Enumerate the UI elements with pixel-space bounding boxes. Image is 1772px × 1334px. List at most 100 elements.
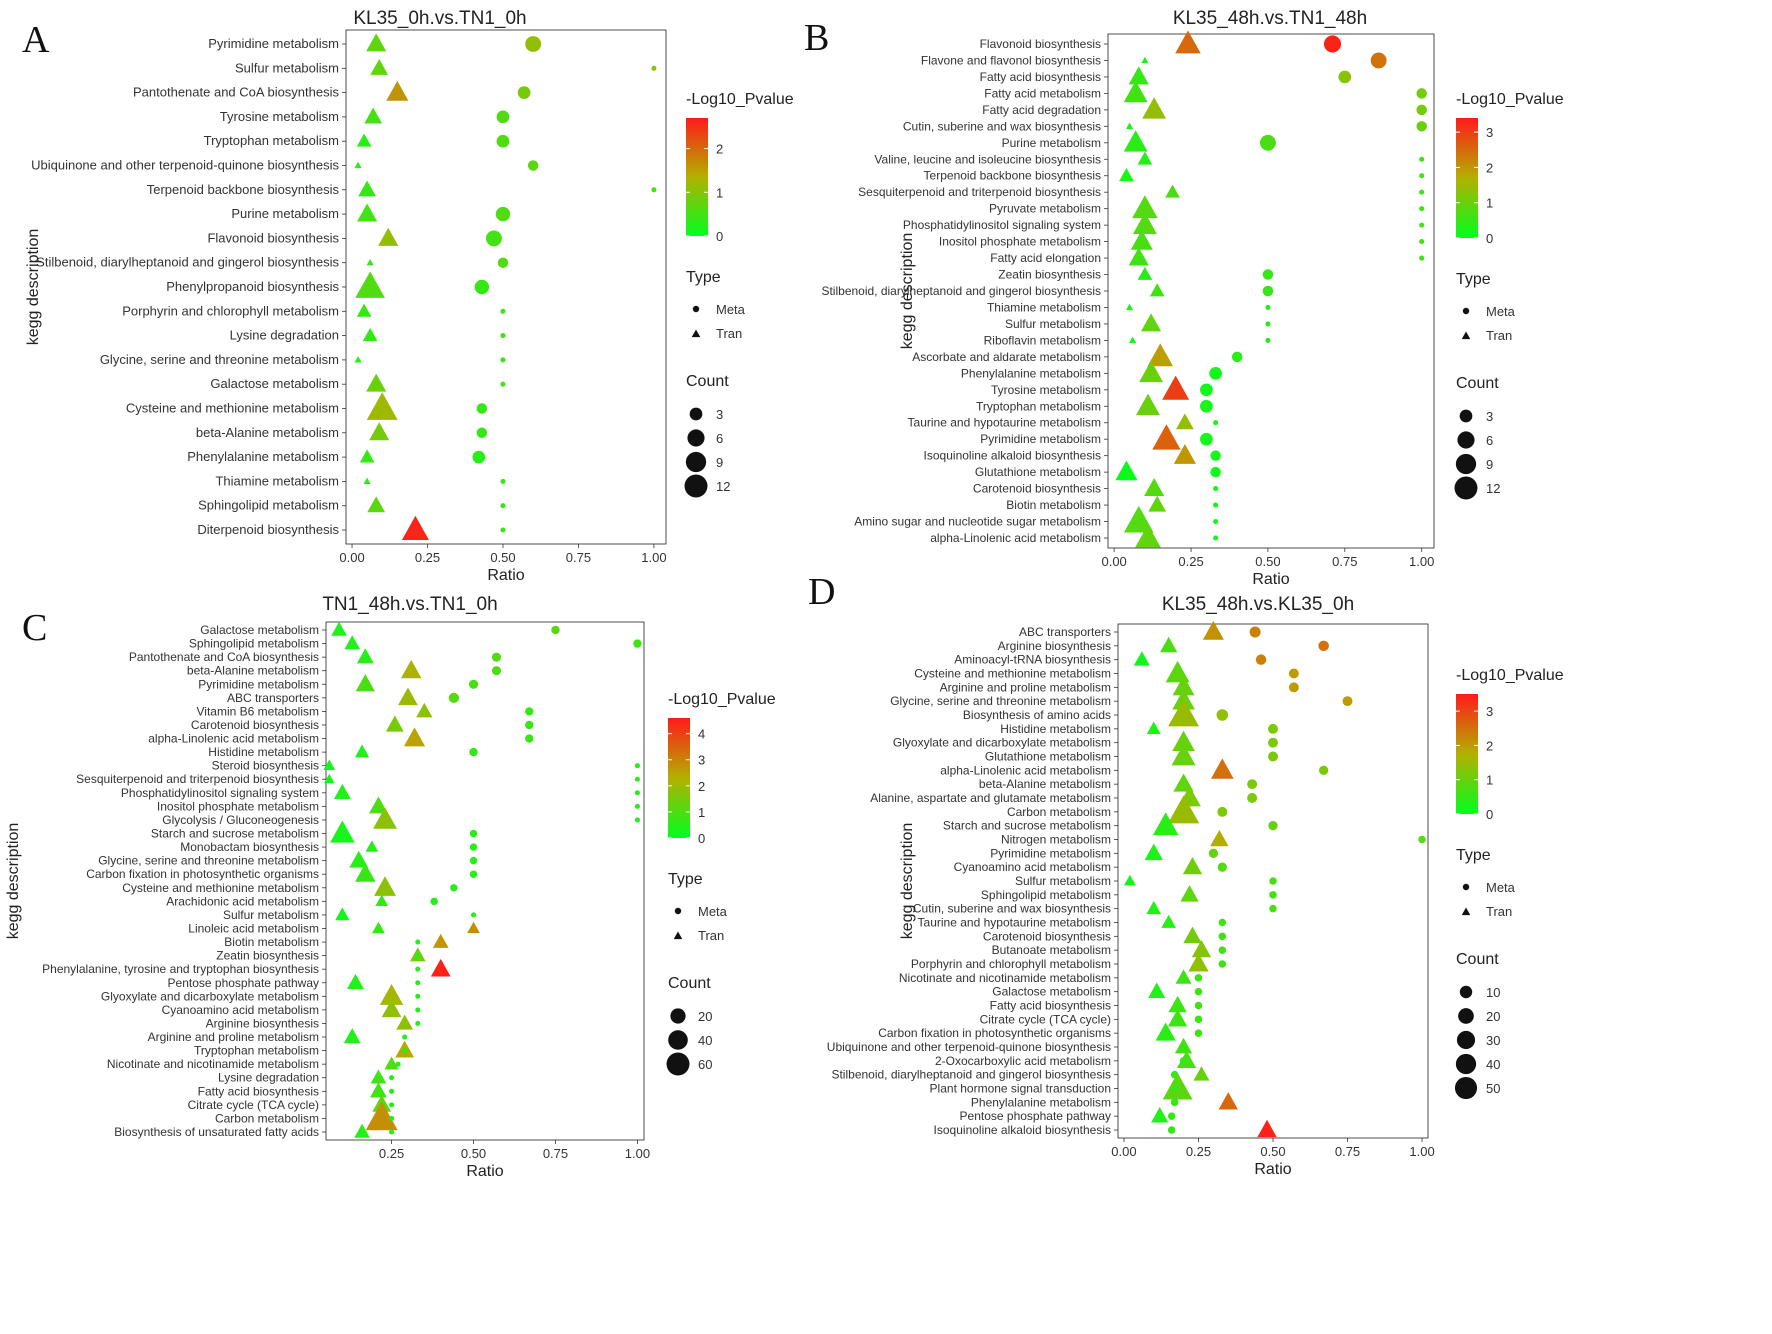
point-meta-54 [415,980,421,986]
point-tran-2 [1141,56,1149,64]
point-meta-45 [1200,399,1213,413]
panel-letter: A [22,19,50,61]
chart-title: KL35_48h.vs.TN1_48h [1173,8,1367,29]
category-label: beta-Alanine metabolism [187,664,319,678]
category-label: Galactose metabolism [200,623,319,637]
point-tran-2 [344,635,361,650]
legend-tran-label: Tran [1486,904,1512,919]
x-tick-label: 0.50 [461,1146,486,1161]
point-meta-11 [1342,696,1353,707]
category-label: Pentose phosphate pathway [960,1109,1111,1123]
point-tran-52 [1115,460,1138,481]
point-tran-38 [374,876,397,896]
legend-pvalue-title: -Log10_Pvalue [686,91,794,108]
x-tick-label: 1.00 [1409,1144,1434,1159]
point-meta-15 [1419,156,1425,162]
pvalue-tick-label: 2 [716,142,723,157]
point-meta-39 [1269,891,1277,899]
legend-count-label: 40 [1486,1057,1500,1072]
point-meta-63 [1179,1057,1188,1065]
category-label: Ascorbate and aldarate metabolism [912,350,1101,364]
point-tran-22 [1132,212,1157,234]
category-label: Carbon fixation in photosynthetic organi… [878,1026,1111,1040]
point-tran-56 [1167,1009,1188,1027]
point-meta-17 [525,734,534,743]
category-label: Lysine degradation [218,1071,319,1085]
point-tran-14 [357,203,378,222]
point-tran-50 [1173,444,1196,464]
category-label: Glycine, serine and threonine metabolism [100,352,339,367]
legend-count-label: 12 [716,479,730,494]
point-meta-23 [634,776,640,782]
point-tran-16 [378,227,399,246]
point-meta-31 [1418,835,1426,844]
legend-meta-label: Meta [698,904,728,919]
point-tran-32 [365,840,379,852]
pvalue-tick-label: 2 [1486,738,1493,753]
category-label: Sulfur metabolism [1015,874,1111,888]
legend-count-label: 9 [1486,457,1493,472]
point-tran-4 [1133,651,1150,666]
category-label: Phenylpropanoid biosynthesis [166,279,339,294]
category-label: Stilbenoid, diarylheptanoid and gingerol… [36,255,339,270]
point-meta-49 [1218,960,1227,968]
point-meta-9 [496,134,510,148]
category-label: Alanine, aspartate and glutamate metabol… [870,791,1111,805]
point-meta-35 [469,856,478,865]
category-label: Arginine biosynthesis [998,639,1111,653]
point-meta-21 [634,763,640,769]
point-meta-67 [1170,1084,1179,1093]
point-meta-5 [1255,654,1267,665]
point-meta-35 [1265,321,1271,327]
category-label: Purine metabolism [1002,136,1101,150]
point-meta-19 [1268,751,1278,762]
point-meta-41 [1209,366,1222,380]
point-meta-47 [1218,946,1227,954]
category-label: Monobactam biosynthesis [180,840,319,854]
x-tick-label: 0.00 [1101,554,1126,569]
category-label: Cutin, suberine and wax biosynthesis [903,119,1101,133]
category-label: Nicotinate and nicotinamide metabolism [107,1057,319,1071]
category-label: Sesquiterpenoid and triterpenoid biosynt… [858,185,1101,199]
legend-count-label: 3 [716,407,723,422]
x-tick-label: 0.00 [1111,1144,1136,1159]
category-label: Fatty acid biosynthesis [990,999,1111,1013]
point-meta-9 [468,679,479,689]
category-label: Fatty acid elongation [990,251,1101,265]
category-label: Biotin metabolism [224,935,319,949]
category-label: Pyrimidine metabolism [198,677,319,691]
legend-count-symbol [1457,431,1475,449]
point-tran-30 [366,392,398,420]
point-meta-29 [1262,269,1274,280]
point-meta-71 [1167,1112,1176,1120]
legend-count-symbol [1456,1030,1476,1050]
category-label: Histidine metabolism [1000,722,1111,736]
category-label: Biosynthesis of unsaturated fatty acids [114,1125,319,1139]
category-label: Riboflavin metabolism [984,333,1101,347]
category-label: Arachidonic acid metabolism [166,894,319,908]
point-tran-30 [330,820,355,843]
point-tran-12 [416,702,433,718]
legend-count-symbol [685,451,707,473]
point-tran-69 [370,1082,387,1098]
point-tran-58 [1155,1022,1176,1041]
point-meta-15 [525,720,534,730]
x-axis-title: Ratio [1252,571,1289,588]
point-meta-76 [389,1129,395,1135]
legend-count-symbol [1459,409,1473,423]
point-tran-34 [1140,313,1162,332]
point-meta-35 [1217,862,1227,872]
legend-count-title: Count [1456,375,1499,392]
legend: -Log10_Pvalue 0 1 2 3 Type Meta Tran Count 10 20 30… [1454,667,1564,1100]
point-meta-60 [415,1020,421,1027]
point-meta-29 [634,817,640,823]
category-label: Galactose metabolism [210,376,339,391]
legend-tran-symbol [691,329,701,338]
legend-count-symbol [670,1008,686,1024]
category-label: Carotenoid biosynthesis [983,929,1111,943]
point-tran-54 [1144,477,1165,497]
point-meta-19 [469,747,478,757]
point-tran-30 [1149,283,1165,297]
point-tran-18 [1171,743,1196,766]
point-tran-46 [1176,413,1194,430]
